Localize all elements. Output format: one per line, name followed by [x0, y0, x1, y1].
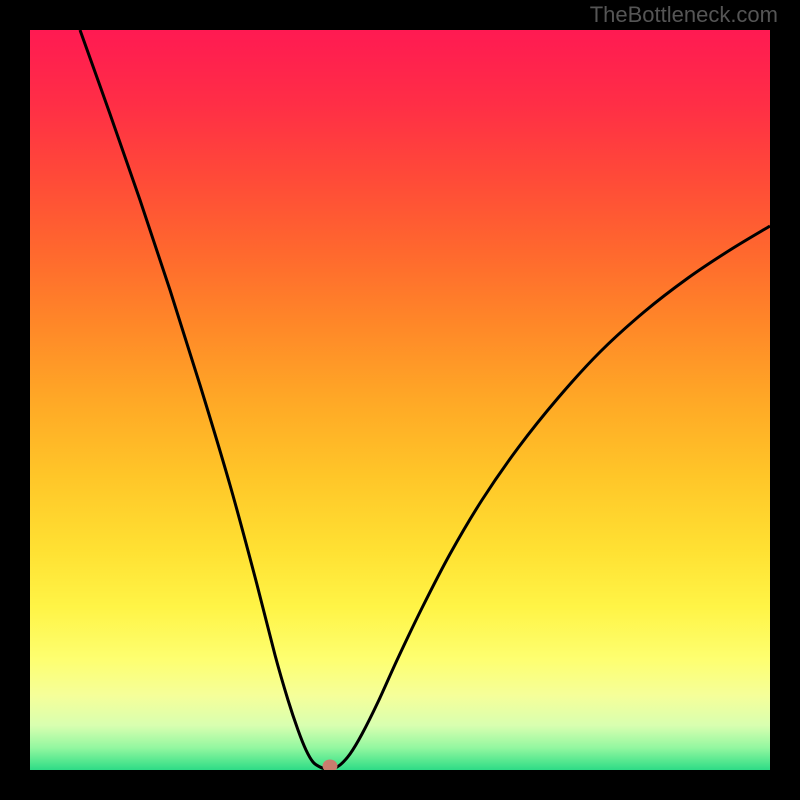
- watermark-text: TheBottleneck.com: [590, 2, 778, 28]
- bottleneck-curve: [30, 30, 770, 770]
- plot-area: [30, 30, 770, 770]
- optimal-point-marker: [323, 760, 337, 770]
